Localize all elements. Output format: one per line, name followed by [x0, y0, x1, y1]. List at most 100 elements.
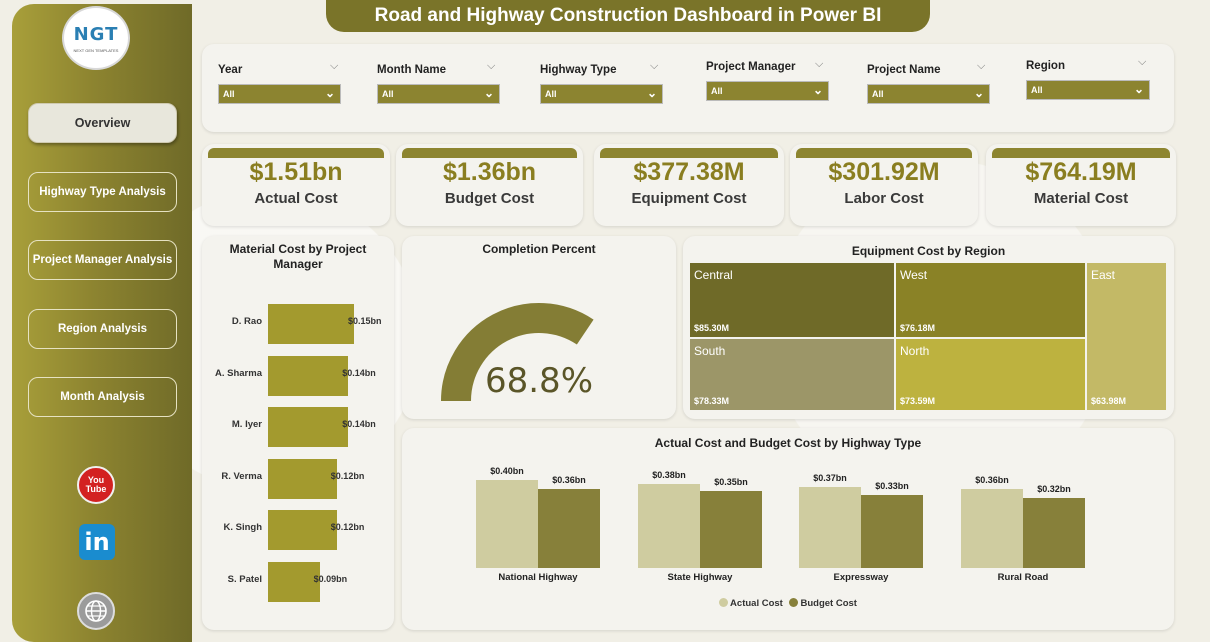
treemap-cell-east[interactable]: East $63.98M — [1086, 262, 1167, 411]
equipment-cost-by-region-chart: Equipment Cost by Region Central $85.30M W… — [683, 236, 1174, 419]
chevron-down-icon: ⌄ — [324, 86, 335, 100]
chevron-down-icon[interactable]: ⌵ — [650, 60, 659, 72]
nav-highway-type-analysis-button[interactable]: Highway Type Analysis — [28, 172, 177, 212]
manager-bar-row: A. Sharma $0.14bn — [202, 355, 394, 396]
manager-bar-row: S. Patel $0.09bn — [202, 561, 394, 602]
youtube-icon[interactable]: You Tube — [77, 466, 115, 504]
chart-title: Actual Cost and Budget Cost by Highway T… — [654, 436, 922, 450]
chevron-down-icon[interactable]: ⌵ — [487, 60, 496, 72]
filter-month-name: Month Name ⌵ All ⌄ — [377, 56, 500, 104]
manager-bar-value: $0.14bn — [342, 367, 376, 378]
chevron-down-icon[interactable]: ⌵ — [1138, 56, 1147, 68]
manager-bar-value: $0.14bn — [342, 419, 376, 429]
linkedin-label: in — [84, 528, 110, 556]
gauge-arc[interactable] — [441, 303, 594, 402]
treemap-cell-west[interactable]: West $76.18M — [895, 262, 1086, 338]
filter-highway-type-label: Highway Type — [540, 64, 617, 76]
manager-bar-row: R. Verma $0.12bn — [202, 458, 394, 499]
manager-name: M. Iyer — [231, 419, 262, 430]
filter-region-select[interactable]: All ⌄ — [1026, 80, 1150, 100]
nav-region-analysis-button[interactable]: Region Analysis — [28, 309, 177, 349]
manager-bar[interactable] — [268, 355, 349, 396]
legend-budget-swatch — [789, 598, 799, 607]
manager-bar-row: D. Rao $0.15bn — [202, 304, 394, 344]
kpi-label: Equipment Cost — [631, 190, 747, 207]
nav-project-manager-analysis-button[interactable]: Project Manager Analysis — [28, 240, 177, 280]
treemap-cell-name: Central — [694, 268, 733, 282]
kpi-value: $377.38M — [633, 158, 745, 186]
chart-title: Material Cost by Project Manager — [229, 242, 367, 271]
nav-overview-button[interactable]: Overview — [28, 103, 177, 143]
column-value-label: $0.38bn — [652, 470, 686, 481]
filter-month-name-select[interactable]: All ⌄ — [377, 84, 500, 104]
completion-percent-chart: Completion Percent 68.8% — [402, 236, 676, 419]
manager-bar-row: K. Singh $0.12bn — [202, 510, 394, 550]
actual-cost-bar[interactable] — [961, 488, 1023, 568]
column-value-label: $0.36bn — [975, 474, 1009, 485]
kpi-budget-cost: $1.36bn Budget Cost — [396, 144, 583, 226]
budget-cost-bar[interactable] — [861, 495, 923, 568]
logo-text: NGT — [73, 24, 119, 45]
chevron-down-icon: ⌄ — [812, 83, 823, 97]
ngt-logo[interactable]: NGT NEXT GEN TEMPLATES — [62, 6, 130, 70]
treemap-cell-name: West — [900, 268, 928, 282]
column-value-label: $0.36bn — [552, 474, 586, 485]
manager-bar-value: $0.12bn — [330, 522, 365, 532]
treemap-cell-value: $76.18M — [900, 323, 936, 333]
filter-highway-type-select[interactable]: All ⌄ — [540, 84, 663, 104]
sidebar: NGT NEXT GEN TEMPLATES Overview Highway … — [12, 4, 192, 642]
column-value-label: $0.33bn — [875, 481, 909, 492]
filter-region-value: All — [1031, 85, 1043, 95]
kpi-material-cost: $764.19M Material Cost — [986, 144, 1176, 226]
chevron-down-icon[interactable]: ⌵ — [330, 60, 339, 72]
kpi-accent-strip — [992, 148, 1170, 158]
chevron-down-icon[interactable]: ⌵ — [815, 58, 824, 70]
filters-panel: Year ⌵ All ⌄ Month Name ⌵ All ⌄ Highway Ty… — [202, 44, 1174, 132]
manager-bar-row: M. Iyer $0.14bn — [202, 407, 394, 447]
column-value-label: $0.32bn — [1037, 483, 1071, 494]
budget-cost-bar[interactable] — [1023, 497, 1085, 568]
chevron-down-icon[interactable]: ⌵ — [977, 60, 986, 72]
linkedin-icon[interactable]: in — [79, 524, 115, 560]
actual-cost-bar[interactable] — [638, 484, 700, 568]
filter-project-manager-select[interactable]: All ⌄ — [706, 81, 829, 101]
actual-cost-bar[interactable] — [476, 480, 538, 568]
filter-year-label: Year — [218, 64, 243, 76]
manager-name: D. Rao — [231, 316, 262, 327]
kpi-accent-strip — [208, 148, 384, 158]
manager-bar[interactable] — [268, 407, 349, 447]
manager-bar[interactable] — [268, 510, 337, 550]
logo-tagline: NEXT GEN TEMPLATES — [73, 48, 119, 53]
treemap-cell-name: South — [694, 344, 726, 358]
treemap-cell-central[interactable]: Central $85.30M — [689, 262, 895, 338]
kpi-labor-cost: $301.92M Labor Cost — [790, 144, 978, 226]
kpi-value: $764.19M — [1025, 158, 1137, 186]
kpi-actual-cost: $1.51bn Actual Cost — [202, 144, 390, 226]
filter-month-name-value: All — [382, 89, 394, 99]
kpi-value: $1.51bn — [249, 158, 343, 186]
manager-bar[interactable] — [268, 458, 337, 499]
filter-region-label: Region — [1026, 60, 1065, 72]
filter-year-select[interactable]: All ⌄ — [218, 84, 341, 104]
globe-svg — [85, 600, 107, 622]
actual-cost-bar[interactable] — [799, 486, 861, 568]
globe-icon[interactable] — [77, 592, 115, 630]
filter-project-name-select[interactable]: All ⌄ — [867, 84, 990, 104]
manager-bar[interactable] — [268, 304, 354, 344]
manager-name: R. Verma — [221, 470, 262, 482]
filter-highway-type: Highway Type ⌵ All ⌄ — [540, 56, 663, 104]
gauge-value: 68.8% — [484, 361, 593, 401]
treemap-cell-north[interactable]: North $73.59M — [895, 338, 1086, 411]
chevron-down-icon: ⌄ — [646, 86, 657, 100]
kpi-value: $301.92M — [828, 158, 940, 186]
manager-bar[interactable] — [268, 561, 320, 602]
budget-cost-bar[interactable] — [538, 488, 600, 568]
column-value-label: $0.40bn — [490, 466, 524, 476]
treemap-cell-south[interactable]: South $78.33M — [689, 338, 895, 411]
manager-name: K. Singh — [223, 522, 262, 533]
filter-project-name-value: All — [872, 89, 884, 99]
filter-year-value: All — [223, 89, 235, 99]
budget-cost-bar[interactable] — [700, 491, 762, 568]
nav-month-analysis-button[interactable]: Month Analysis — [28, 377, 177, 417]
dashboard-title: Road and Highway Construction Dashboard … — [326, 0, 930, 32]
